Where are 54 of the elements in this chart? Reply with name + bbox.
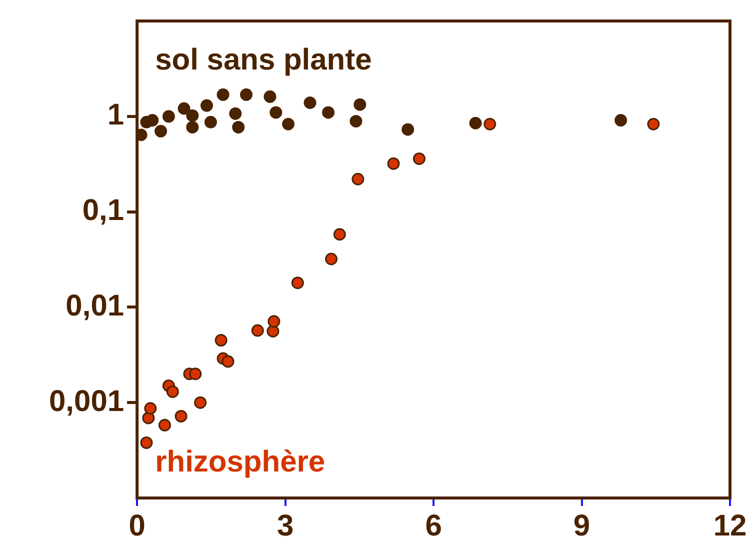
point [647, 118, 660, 130]
point [322, 106, 335, 119]
point [189, 368, 202, 380]
point [178, 102, 190, 115]
point [304, 96, 316, 110]
point [402, 123, 414, 136]
point [154, 124, 168, 138]
point [469, 116, 482, 130]
point [350, 114, 362, 128]
point [291, 276, 304, 290]
point [412, 152, 426, 165]
x-tick-label: 6 [425, 509, 442, 542]
y-tick-label: 1 [107, 98, 124, 132]
point [251, 324, 264, 337]
point [229, 107, 242, 120]
y-tick-label: 0,1 [82, 194, 124, 228]
point [186, 109, 199, 122]
point [216, 88, 230, 101]
point [352, 172, 364, 186]
point [194, 396, 207, 409]
series-label: rhizosphère [155, 445, 326, 478]
point [158, 418, 171, 432]
point [240, 88, 253, 101]
point [614, 114, 628, 127]
point [200, 99, 213, 112]
series-label: sol sans plante [155, 43, 372, 76]
point [333, 228, 346, 241]
point [282, 118, 295, 130]
point [162, 110, 175, 123]
point [266, 324, 280, 338]
point [204, 116, 217, 128]
point [387, 157, 400, 170]
point [186, 120, 199, 134]
point [140, 436, 153, 449]
point [142, 412, 155, 424]
x-tick-label: 0 [128, 509, 146, 542]
point [270, 106, 282, 119]
x-tick-label: 9 [573, 509, 590, 542]
point [174, 410, 188, 422]
y-tick-label: 0,01 [66, 289, 124, 322]
point [146, 114, 159, 127]
point [484, 118, 496, 130]
x-tick-label: 12 [713, 509, 747, 542]
point [268, 315, 280, 328]
point [232, 120, 245, 134]
point [222, 355, 234, 368]
point [144, 402, 157, 415]
point [325, 252, 338, 266]
x-tick-label: 3 [276, 509, 294, 542]
point [166, 385, 179, 398]
point [264, 90, 276, 103]
y-tick-label: 0,001 [48, 384, 124, 418]
point [354, 98, 366, 111]
point [214, 334, 228, 347]
